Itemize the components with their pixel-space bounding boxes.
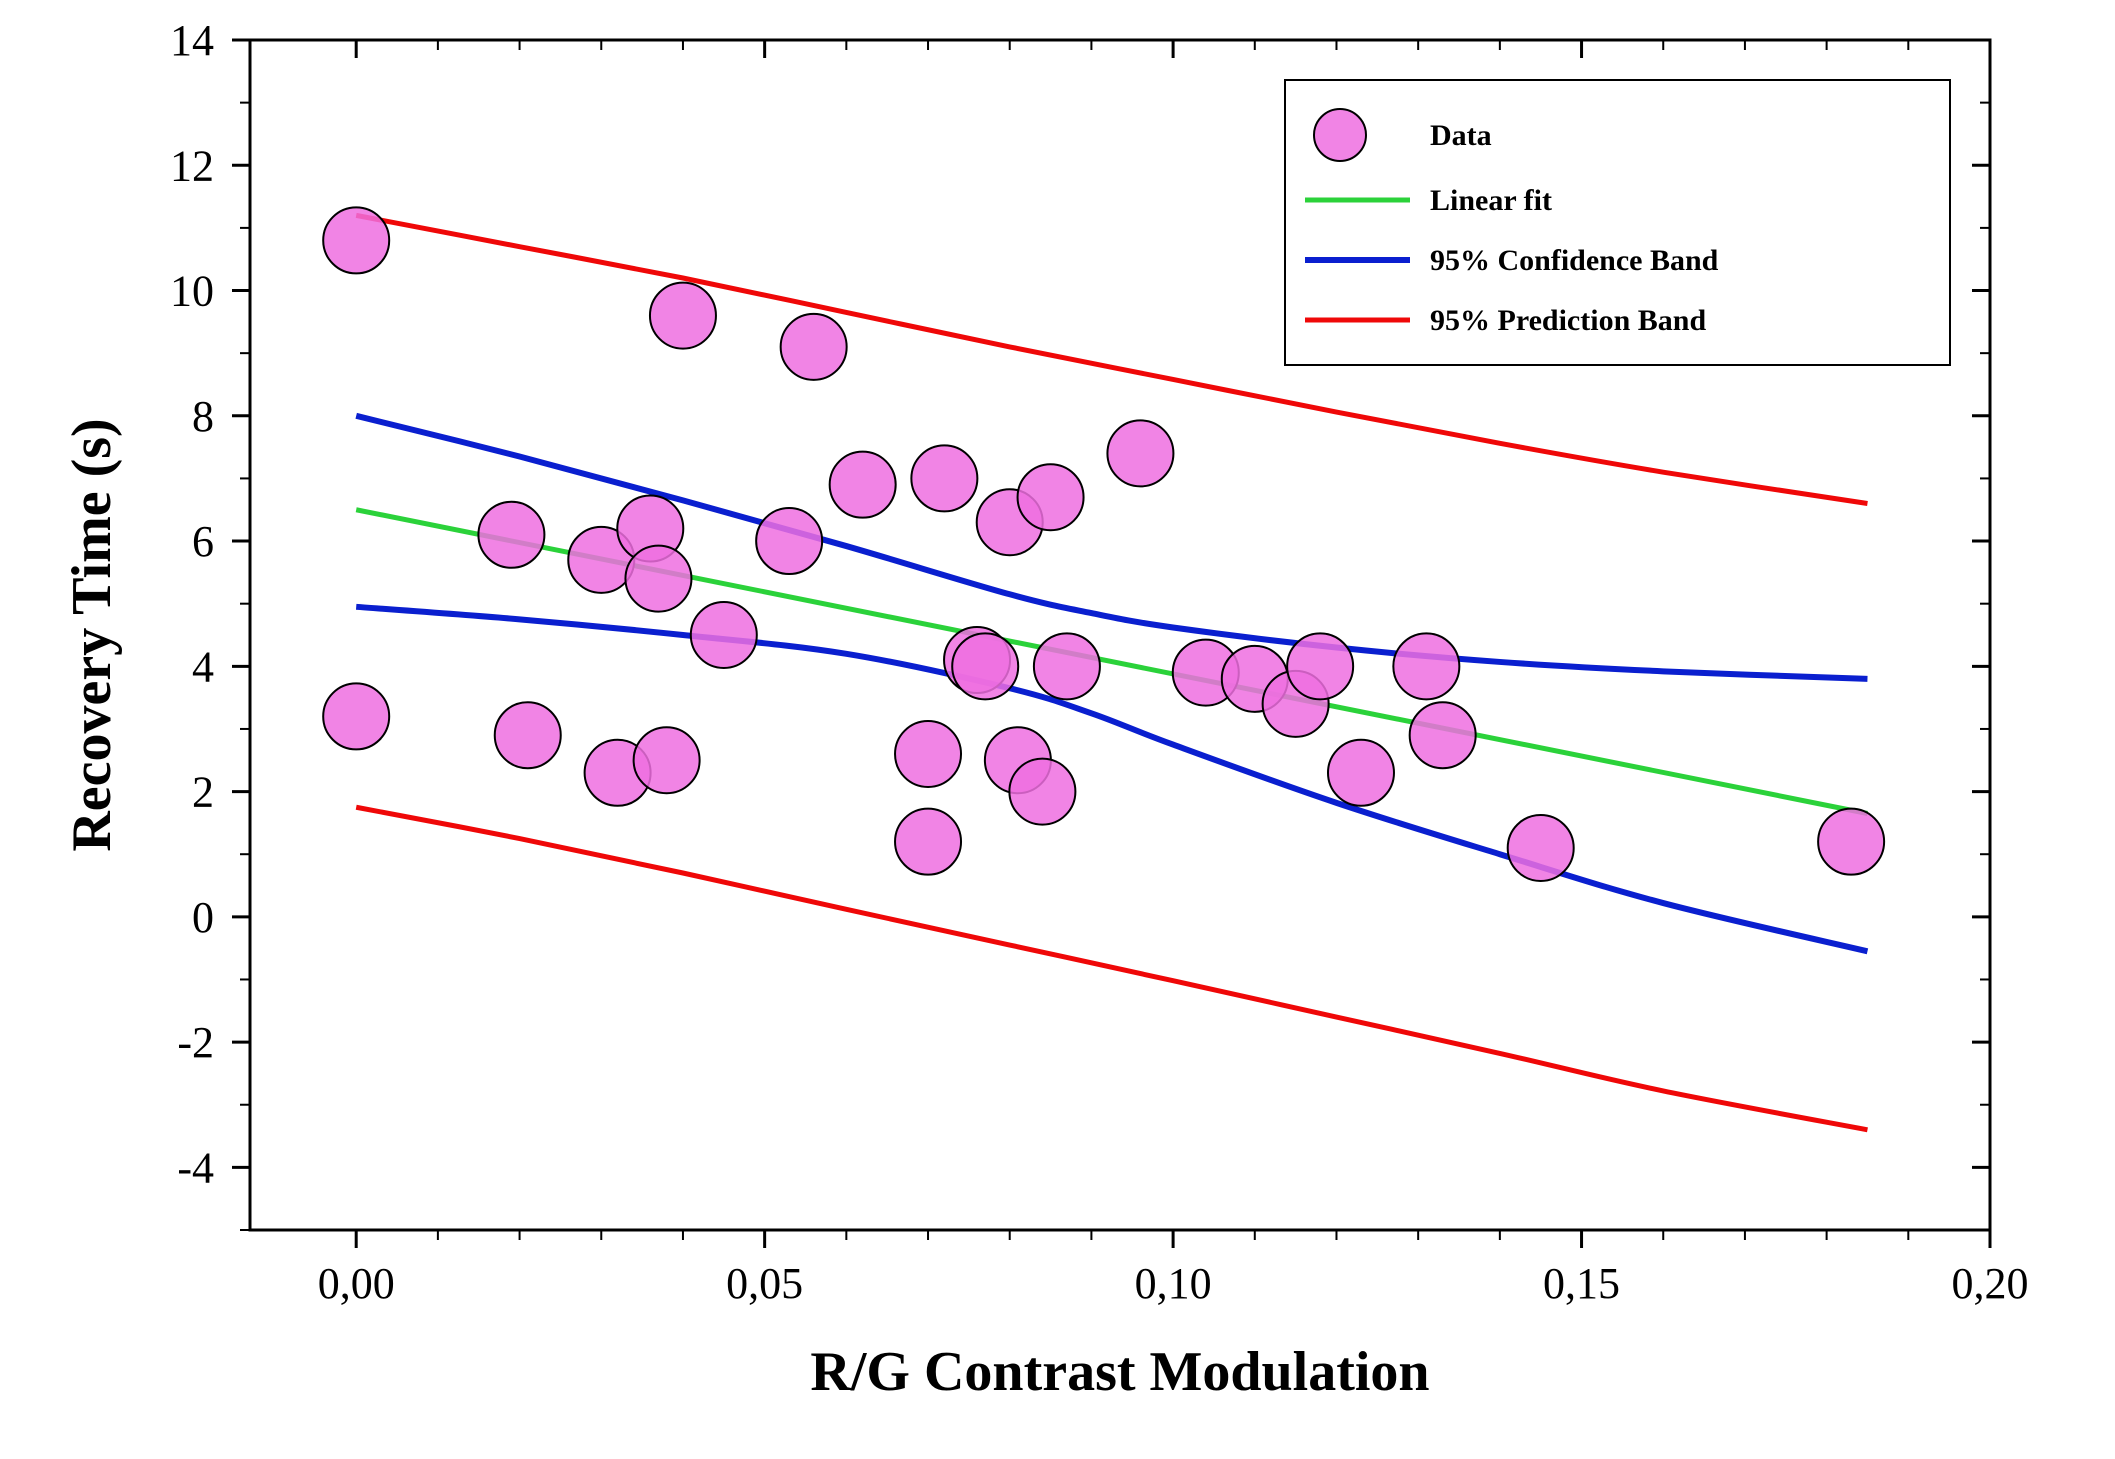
legend: Data Linear fit 95% Confidence Band 95% Pre… xyxy=(1285,80,1950,365)
x-tick-label: 0,20 xyxy=(1952,1259,2029,1308)
data-point xyxy=(495,702,561,768)
data-point xyxy=(323,683,389,749)
y-tick-label: 6 xyxy=(192,517,214,566)
data-point xyxy=(323,207,389,273)
data-point xyxy=(911,445,977,511)
data-point xyxy=(781,314,847,380)
data-point xyxy=(1393,633,1459,699)
data-point xyxy=(1818,809,1884,875)
data-point xyxy=(830,452,896,518)
y-tick-label: 10 xyxy=(170,267,214,316)
y-tick-label: 8 xyxy=(192,392,214,441)
data-point xyxy=(1018,464,1084,530)
data-point xyxy=(1009,759,1075,825)
data-point xyxy=(756,508,822,574)
data-point xyxy=(1328,740,1394,806)
x-axis-label: R/G Contrast Modulation xyxy=(810,1341,1429,1403)
data-point xyxy=(895,721,961,787)
legend-item-label: Linear fit xyxy=(1430,184,1552,217)
legend-marker-icon xyxy=(1314,109,1366,161)
data-point xyxy=(691,602,757,668)
legend-item-label: 95% Prediction Band xyxy=(1430,304,1706,337)
data-point xyxy=(1508,815,1574,881)
data-point xyxy=(1107,420,1173,486)
legend-item-label: 95% Confidence Band xyxy=(1430,244,1719,277)
chart-container: 0,00 0,05 0,10 0,15 0,20 -4 -2 0 2 4 6 8 10 12 14 R/G C… xyxy=(0,0,2115,1459)
y-tick-label: 0 xyxy=(192,893,214,942)
data-point xyxy=(1034,633,1100,699)
data-point xyxy=(895,809,961,875)
y-axis-label: Recovery Time (s) xyxy=(61,418,123,851)
x-tick-label: 0,15 xyxy=(1543,1259,1620,1308)
data-point xyxy=(952,633,1018,699)
x-tick-label: 0,10 xyxy=(1135,1259,1212,1308)
y-tick-label: 14 xyxy=(170,16,214,65)
scatter-chart: 0,00 0,05 0,10 0,15 0,20 -4 -2 0 2 4 6 8 10 12 14 R/G C… xyxy=(0,0,2115,1459)
data-point xyxy=(634,727,700,793)
x-tick-label: 0,00 xyxy=(318,1259,395,1308)
x-tick-label: 0,05 xyxy=(726,1259,803,1308)
data-point xyxy=(1287,633,1353,699)
y-tick-label: -2 xyxy=(177,1018,214,1067)
data-point xyxy=(1410,702,1476,768)
y-tick-label: 2 xyxy=(192,768,214,817)
legend-item-label: Data xyxy=(1430,119,1492,152)
data-point xyxy=(625,546,691,612)
y-tick-label: -4 xyxy=(177,1143,214,1192)
data-point xyxy=(650,283,716,349)
y-tick-label: 4 xyxy=(192,642,214,691)
y-tick-label: 12 xyxy=(170,141,214,190)
data-point xyxy=(478,502,544,568)
